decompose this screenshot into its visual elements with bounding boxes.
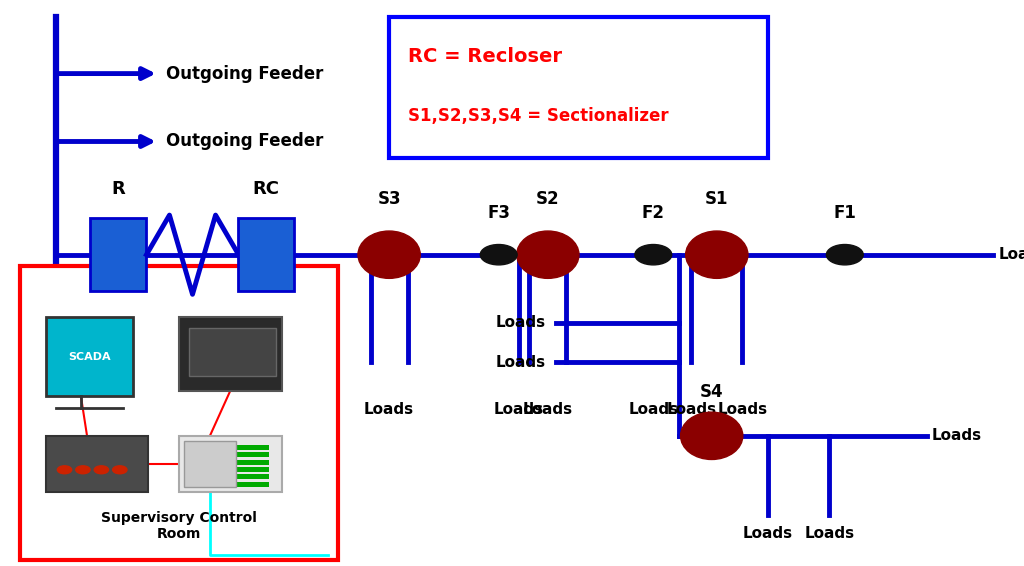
Bar bbox=[236, 482, 269, 487]
Text: Supervisory Control
Room: Supervisory Control Room bbox=[101, 511, 257, 542]
Text: Loads: Loads bbox=[365, 402, 414, 417]
Circle shape bbox=[57, 466, 72, 474]
Text: Outgoing Feeder: Outgoing Feeder bbox=[166, 65, 324, 83]
Bar bbox=[20, 266, 338, 560]
Bar bbox=[236, 445, 269, 450]
Circle shape bbox=[76, 466, 90, 474]
Ellipse shape bbox=[358, 231, 420, 278]
Bar bbox=[46, 317, 133, 396]
Bar bbox=[238, 218, 295, 291]
Text: Loads: Loads bbox=[743, 526, 793, 542]
Text: Loads: Loads bbox=[805, 526, 854, 542]
Text: Loads: Loads bbox=[496, 315, 546, 330]
Text: R: R bbox=[111, 180, 125, 198]
Ellipse shape bbox=[635, 245, 672, 265]
Text: Loads: Loads bbox=[496, 355, 546, 370]
Circle shape bbox=[113, 466, 127, 474]
Bar bbox=[189, 328, 276, 376]
Text: S1: S1 bbox=[706, 190, 728, 208]
Text: Loads: Loads bbox=[718, 402, 767, 417]
Text: F2: F2 bbox=[642, 204, 665, 222]
Text: S3: S3 bbox=[377, 190, 401, 208]
Ellipse shape bbox=[480, 245, 517, 265]
Text: S2: S2 bbox=[536, 190, 560, 208]
Text: Loads: Loads bbox=[932, 428, 982, 443]
Bar bbox=[236, 474, 269, 479]
Text: Loads: Loads bbox=[523, 402, 572, 417]
Circle shape bbox=[94, 466, 109, 474]
Bar bbox=[184, 441, 236, 487]
Bar bbox=[179, 317, 282, 391]
Bar bbox=[179, 436, 282, 492]
Bar bbox=[236, 460, 269, 465]
Text: Loads: Loads bbox=[667, 402, 716, 417]
Text: RC = Recloser: RC = Recloser bbox=[408, 47, 561, 66]
Text: Loads: Loads bbox=[495, 402, 544, 417]
Text: SCADA: SCADA bbox=[69, 351, 111, 362]
Text: S4: S4 bbox=[699, 383, 724, 401]
Text: Loads: Loads bbox=[998, 247, 1024, 262]
Bar bbox=[90, 218, 146, 291]
Bar bbox=[236, 467, 269, 472]
Ellipse shape bbox=[826, 245, 863, 265]
Bar bbox=[46, 436, 148, 492]
Bar bbox=[389, 17, 768, 158]
Ellipse shape bbox=[681, 412, 742, 460]
Text: F3: F3 bbox=[487, 204, 510, 222]
Text: RC: RC bbox=[253, 180, 280, 198]
Bar bbox=[236, 452, 269, 457]
Text: Loads: Loads bbox=[629, 402, 678, 417]
Ellipse shape bbox=[686, 231, 748, 278]
Ellipse shape bbox=[517, 231, 579, 278]
Text: F1: F1 bbox=[834, 204, 856, 222]
Text: Outgoing Feeder: Outgoing Feeder bbox=[166, 132, 324, 151]
Text: S1,S2,S3,S4 = Sectionalizer: S1,S2,S3,S4 = Sectionalizer bbox=[408, 107, 669, 125]
